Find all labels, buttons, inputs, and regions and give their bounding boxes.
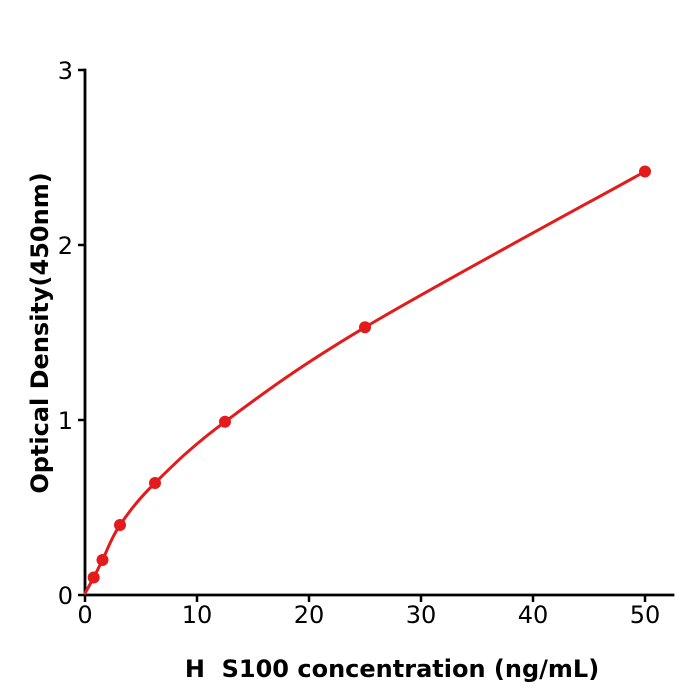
data-points — [87, 165, 651, 584]
x-tick-label: 50 — [630, 601, 661, 629]
y-tick-label: 2 — [58, 232, 73, 260]
data-point — [87, 571, 100, 584]
x-tick-label: 10 — [182, 601, 213, 629]
data-point — [219, 415, 231, 428]
y-axis-ticks: 0 1 2 3 — [58, 57, 85, 610]
data-point — [639, 165, 651, 178]
standard-curve-line — [83, 170, 647, 595]
fitted-curve — [83, 170, 647, 595]
data-point — [96, 554, 109, 566]
y-tick-label: 3 — [58, 57, 73, 85]
y-tick-label: 1 — [58, 407, 73, 435]
x-tick-label: 40 — [518, 601, 549, 629]
y-tick-label: 0 — [58, 582, 73, 610]
x-axis-label: H S100 concentration (ng/mL) — [185, 655, 599, 683]
axis-spines — [83, 68, 675, 597]
x-axis-ticks: 0 10 20 30 40 50 — [77, 595, 660, 629]
data-point — [149, 477, 161, 489]
x-tick-label: 30 — [406, 601, 437, 629]
axes — [83, 68, 675, 597]
data-point — [359, 321, 371, 334]
data-point — [114, 519, 126, 531]
y-axis-label: Optical Density(450nm) — [26, 172, 54, 493]
x-tick-label: 20 — [294, 601, 325, 629]
x-tick-label: 0 — [77, 601, 92, 629]
